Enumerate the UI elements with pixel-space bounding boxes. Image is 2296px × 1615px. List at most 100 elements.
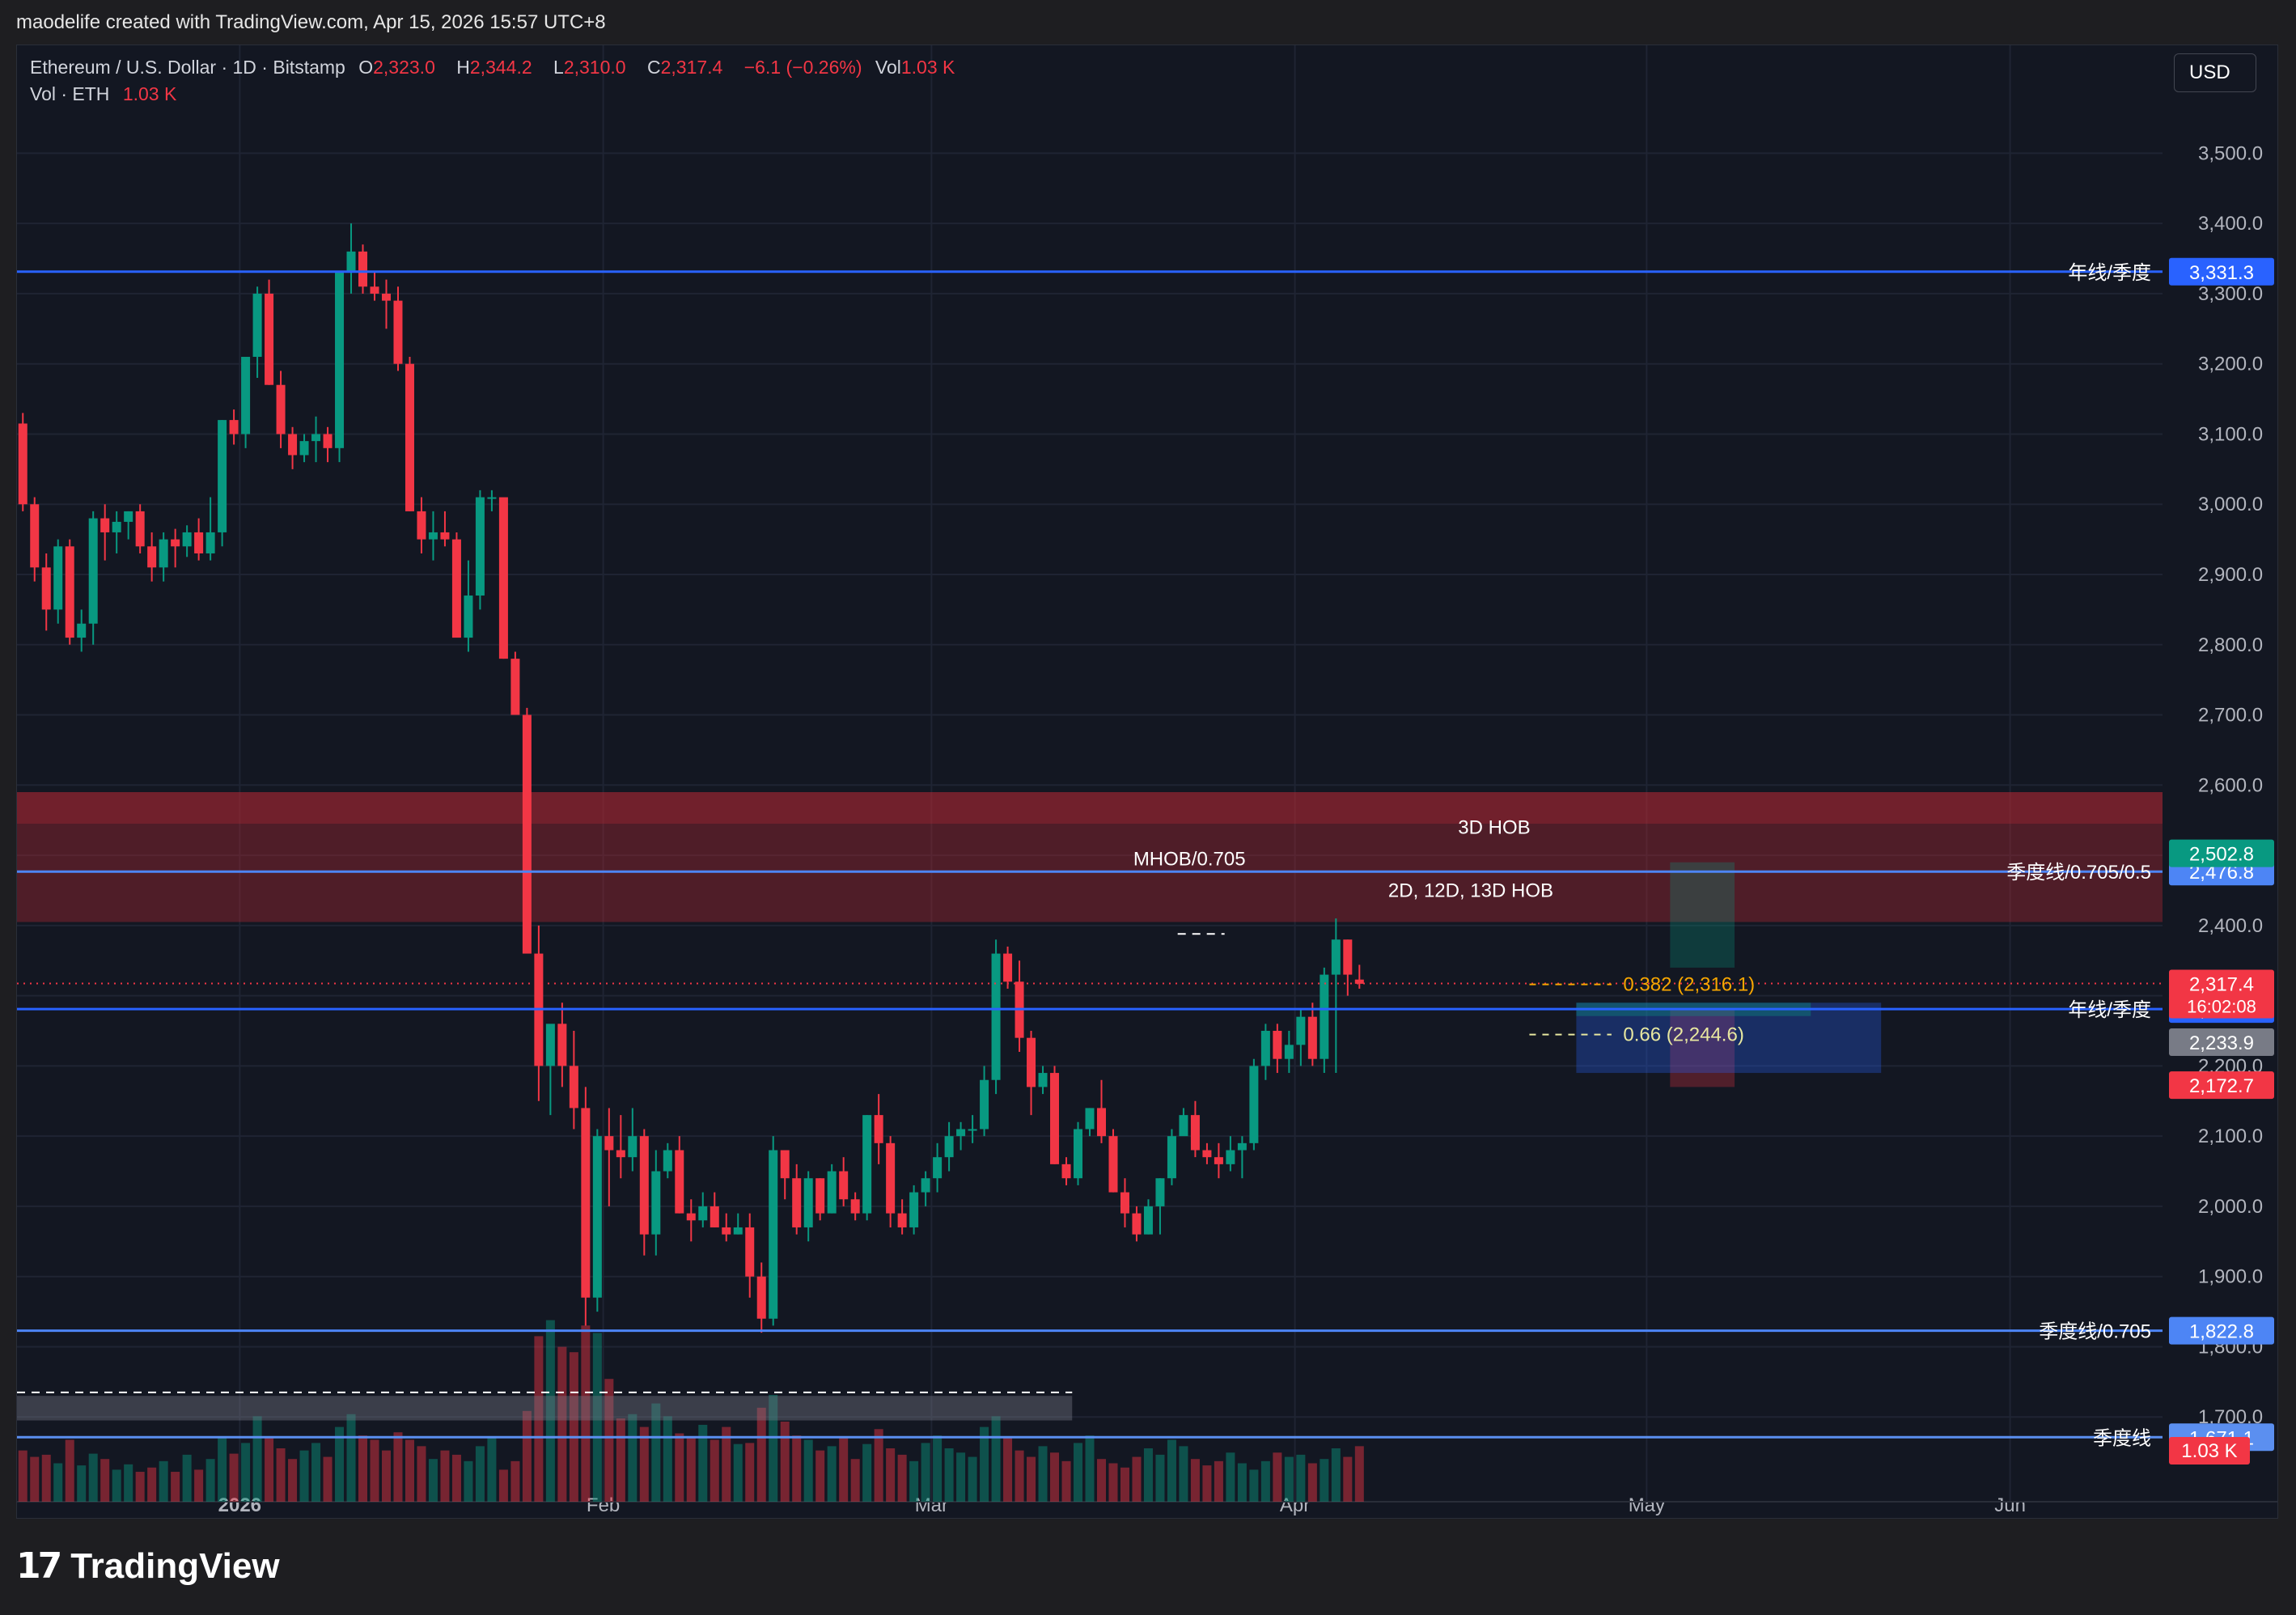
- candle-body[interactable]: [428, 532, 438, 540]
- candle-body[interactable]: [510, 659, 520, 715]
- candle-body[interactable]: [135, 511, 145, 547]
- supply-zone[interactable]: [17, 791, 2163, 922]
- candle-body[interactable]: [1343, 939, 1353, 975]
- candle-body[interactable]: [30, 504, 40, 568]
- candle-body[interactable]: [53, 546, 63, 610]
- candle-body[interactable]: [1167, 1136, 1176, 1179]
- candle-body[interactable]: [921, 1178, 930, 1193]
- candle-body[interactable]: [780, 1150, 790, 1179]
- candle-body[interactable]: [194, 532, 204, 553]
- candle-body[interactable]: [850, 1199, 860, 1214]
- candle-body[interactable]: [1050, 1073, 1060, 1164]
- candle-body[interactable]: [827, 1171, 837, 1214]
- candle-body[interactable]: [65, 546, 74, 638]
- candle-body[interactable]: [522, 714, 532, 954]
- candle-body[interactable]: [991, 953, 1001, 1080]
- candle-body[interactable]: [205, 532, 215, 553]
- candle-body[interactable]: [77, 623, 87, 638]
- candle-body[interactable]: [956, 1129, 966, 1137]
- candle-body[interactable]: [346, 251, 356, 273]
- candle-body[interactable]: [803, 1178, 813, 1227]
- price-chart[interactable]: 3,500.0 3,400.0 3,300.0 3,200.0 3,100.0 3,000…: [17, 45, 2278, 1519]
- candle-body[interactable]: [252, 293, 262, 358]
- candle-body[interactable]: [557, 1024, 567, 1066]
- candle-body[interactable]: [628, 1136, 638, 1158]
- candle-body[interactable]: [487, 497, 497, 499]
- candle-body[interactable]: [733, 1227, 743, 1235]
- candle-body[interactable]: [815, 1178, 825, 1214]
- candle-body[interactable]: [933, 1157, 943, 1179]
- candle-body[interactable]: [1226, 1150, 1235, 1164]
- candle-body[interactable]: [159, 539, 168, 568]
- candle-body[interactable]: [968, 1129, 977, 1131]
- candle-body[interactable]: [980, 1079, 989, 1130]
- candle-body[interactable]: [405, 363, 414, 511]
- candle-body[interactable]: [604, 1136, 614, 1151]
- candle-body[interactable]: [124, 511, 133, 522]
- candle-body[interactable]: [1132, 1213, 1142, 1235]
- candle-body[interactable]: [698, 1206, 708, 1221]
- candle-body[interactable]: [335, 272, 345, 448]
- candle-body[interactable]: [1214, 1157, 1223, 1164]
- candle-body[interactable]: [112, 521, 121, 532]
- volume-indicator-label[interactable]: Vol · ETH: [30, 83, 110, 104]
- candle-body[interactable]: [1027, 1037, 1036, 1087]
- candle-body[interactable]: [1096, 1108, 1106, 1137]
- candle-body[interactable]: [1190, 1115, 1200, 1151]
- candle-body[interactable]: [897, 1213, 907, 1227]
- candle-body[interactable]: [1003, 953, 1013, 982]
- candle-body[interactable]: [1296, 1016, 1306, 1045]
- candle-body[interactable]: [862, 1115, 872, 1214]
- candle-body[interactable]: [839, 1171, 849, 1200]
- candle-body[interactable]: [909, 1192, 919, 1227]
- candle-body[interactable]: [569, 1066, 578, 1108]
- candle-body[interactable]: [616, 1150, 625, 1158]
- candle-body[interactable]: [581, 1108, 591, 1298]
- candle-body[interactable]: [1085, 1108, 1095, 1130]
- chart-panel[interactable]: 3,500.0 3,400.0 3,300.0 3,200.0 3,100.0 3,000…: [16, 45, 2278, 1519]
- candle-body[interactable]: [792, 1178, 802, 1227]
- candle-body[interactable]: [1307, 1016, 1317, 1059]
- candle-body[interactable]: [1155, 1178, 1165, 1206]
- candle-body[interactable]: [229, 420, 239, 434]
- candle-body[interactable]: [498, 497, 508, 659]
- candle-body[interactable]: [663, 1150, 672, 1172]
- long-position-target-box[interactable]: [1670, 862, 1735, 968]
- candle-body[interactable]: [886, 1142, 896, 1214]
- candle-body[interactable]: [417, 511, 426, 540]
- candle-body[interactable]: [592, 1136, 602, 1298]
- candle-body[interactable]: [323, 434, 333, 448]
- candle-body[interactable]: [722, 1227, 731, 1235]
- candle-body[interactable]: [393, 300, 403, 364]
- candle-body[interactable]: [944, 1136, 954, 1158]
- candle-body[interactable]: [41, 567, 51, 610]
- candle-body[interactable]: [1179, 1115, 1188, 1137]
- candle-body[interactable]: [358, 251, 368, 287]
- candle-body[interactable]: [756, 1276, 766, 1319]
- candle-body[interactable]: [1108, 1136, 1118, 1193]
- candle-body[interactable]: [18, 423, 28, 505]
- order-block-box[interactable]: [1576, 1002, 1882, 1074]
- candle-body[interactable]: [288, 434, 298, 456]
- candle-body[interactable]: [675, 1150, 684, 1214]
- candle-body[interactable]: [1237, 1142, 1247, 1151]
- candle-body[interactable]: [100, 518, 110, 532]
- candle-body[interactable]: [1143, 1206, 1153, 1235]
- candle-body[interactable]: [1273, 1031, 1282, 1059]
- candle-body[interactable]: [276, 384, 286, 434]
- candle-body[interactable]: [651, 1171, 661, 1235]
- candle-body[interactable]: [745, 1227, 755, 1277]
- candle-body[interactable]: [769, 1150, 778, 1319]
- candle-body[interactable]: [147, 546, 157, 568]
- candle-body[interactable]: [1038, 1073, 1048, 1087]
- candle-body[interactable]: [370, 286, 379, 294]
- candle-body[interactable]: [475, 497, 485, 596]
- candle-body[interactable]: [1061, 1164, 1071, 1179]
- symbol-label[interactable]: Ethereum / U.S. Dollar · 1D · Bitstamp: [30, 57, 345, 78]
- candle-body[interactable]: [299, 441, 309, 456]
- candle-body[interactable]: [218, 420, 227, 532]
- candle-body[interactable]: [440, 532, 450, 540]
- candle-body[interactable]: [265, 293, 274, 385]
- candle-body[interactable]: [545, 1024, 555, 1066]
- currency-button[interactable]: USD: [2174, 53, 2256, 92]
